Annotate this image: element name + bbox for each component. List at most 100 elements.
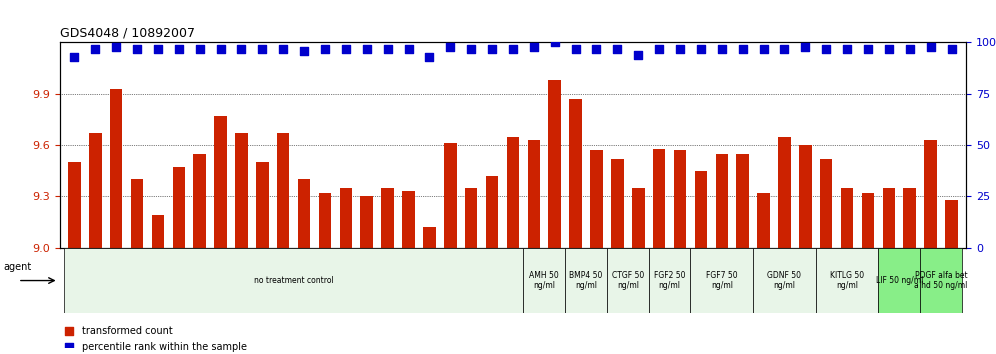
Point <box>233 46 249 51</box>
Point <box>880 46 896 51</box>
Point <box>150 46 166 51</box>
Bar <box>612 159 623 248</box>
Bar <box>715 154 728 248</box>
Bar <box>903 188 916 248</box>
FancyBboxPatch shape <box>878 248 920 313</box>
Bar <box>924 140 937 248</box>
FancyBboxPatch shape <box>753 248 816 313</box>
Bar <box>591 150 603 248</box>
Point <box>191 46 207 51</box>
Bar <box>882 188 895 248</box>
Point <box>379 46 395 51</box>
FancyBboxPatch shape <box>607 248 648 313</box>
Bar <box>799 145 812 248</box>
Point <box>359 46 374 51</box>
Bar <box>381 188 393 248</box>
Text: AMH 50
ng/ml: AMH 50 ng/ml <box>530 271 559 290</box>
Text: PDGF alfa bet
a hd 50 ng/ml: PDGF alfa bet a hd 50 ng/ml <box>914 271 968 290</box>
Point <box>547 40 563 45</box>
Point <box>254 46 270 51</box>
Text: GDNF 50
ng/ml: GDNF 50 ng/ml <box>768 271 802 290</box>
Bar <box>736 154 749 248</box>
Bar <box>235 133 248 248</box>
Bar <box>444 143 456 248</box>
Point <box>171 46 187 51</box>
Point <box>463 46 479 51</box>
Bar <box>549 80 561 248</box>
Bar <box>673 150 686 248</box>
Bar <box>820 159 833 248</box>
Bar <box>298 179 311 248</box>
FancyBboxPatch shape <box>648 248 690 313</box>
Bar <box>277 133 290 248</box>
Point <box>943 46 959 51</box>
FancyBboxPatch shape <box>690 248 753 313</box>
Bar <box>319 193 332 248</box>
Point <box>714 46 730 51</box>
Bar <box>486 176 498 248</box>
Point <box>484 46 500 51</box>
FancyBboxPatch shape <box>816 248 878 313</box>
Point <box>672 46 688 51</box>
Bar <box>507 137 519 248</box>
Bar <box>528 140 540 248</box>
FancyBboxPatch shape <box>565 248 607 313</box>
Point <box>860 46 875 51</box>
Point <box>568 46 584 51</box>
Point <box>338 46 354 51</box>
Bar <box>757 193 770 248</box>
Point <box>798 44 814 50</box>
Point <box>588 183 604 189</box>
Bar <box>89 133 102 248</box>
Bar <box>110 88 123 248</box>
Text: FGF2 50
ng/ml: FGF2 50 ng/ml <box>653 271 685 290</box>
Point <box>693 46 709 51</box>
Bar <box>778 137 791 248</box>
Point <box>901 46 917 51</box>
Point <box>526 44 542 50</box>
Point <box>317 46 333 51</box>
Text: FGF7 50
ng/ml: FGF7 50 ng/ml <box>706 271 738 290</box>
Point <box>735 46 751 51</box>
Bar <box>423 227 435 248</box>
Bar <box>570 99 582 248</box>
Point <box>212 46 228 51</box>
Point <box>630 52 646 58</box>
Text: percentile rank within the sample: percentile rank within the sample <box>83 342 247 352</box>
Text: GDS4048 / 10892007: GDS4048 / 10892007 <box>60 27 195 40</box>
Point <box>922 44 938 50</box>
Point <box>756 46 772 51</box>
Text: transformed count: transformed count <box>83 326 173 336</box>
Text: no treatment control: no treatment control <box>254 276 334 285</box>
Point <box>296 48 312 53</box>
Bar <box>945 200 958 248</box>
Bar <box>172 167 185 248</box>
Point <box>777 46 793 51</box>
Text: BMP4 50
ng/ml: BMP4 50 ng/ml <box>570 271 603 290</box>
Text: LIF 50 ng/ml: LIF 50 ng/ml <box>875 276 923 285</box>
Bar <box>361 196 374 248</box>
Text: KITLG 50
ng/ml: KITLG 50 ng/ml <box>830 271 865 290</box>
Point <box>610 46 625 51</box>
Point <box>651 46 667 51</box>
Bar <box>402 191 414 248</box>
Bar <box>256 162 269 248</box>
Bar <box>694 171 707 248</box>
Point <box>400 46 416 51</box>
Point <box>442 44 458 50</box>
Bar <box>862 193 874 248</box>
Bar <box>68 162 81 248</box>
Point <box>109 44 124 50</box>
Point <box>839 46 855 51</box>
Point <box>67 54 83 60</box>
Point <box>275 46 291 51</box>
Bar <box>214 116 227 248</box>
Point <box>588 328 604 334</box>
Bar <box>130 179 143 248</box>
Bar <box>151 215 164 248</box>
Point <box>505 46 521 51</box>
FancyBboxPatch shape <box>64 248 523 313</box>
FancyBboxPatch shape <box>920 248 962 313</box>
FancyBboxPatch shape <box>523 248 565 313</box>
Bar <box>652 149 665 248</box>
